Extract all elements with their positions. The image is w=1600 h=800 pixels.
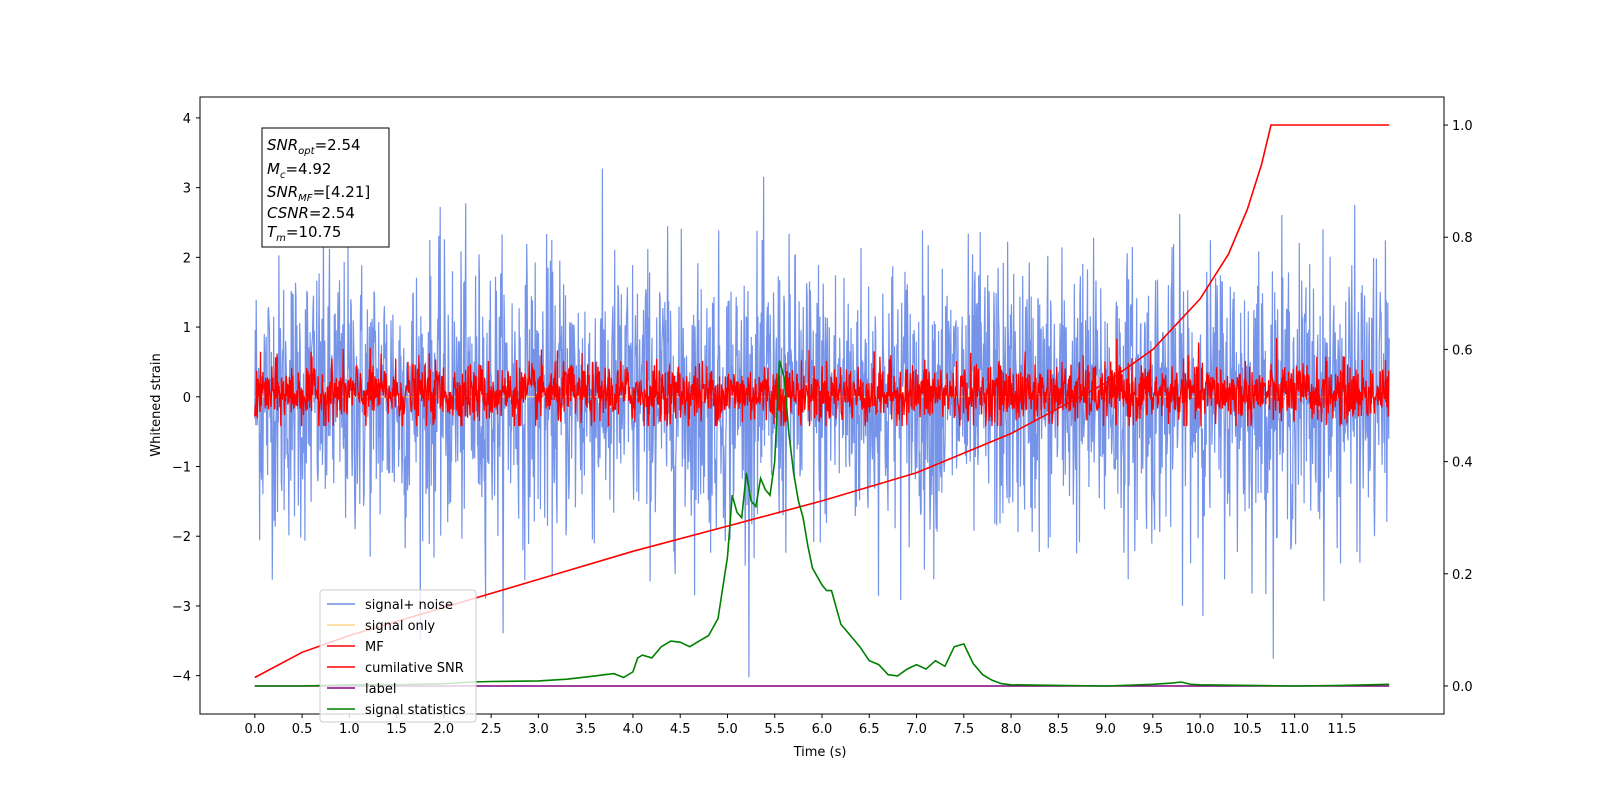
y-tick-label: 4 — [183, 112, 191, 127]
annotation-box: SNRopt=2.54 Mc=4.92 SNRMF=[4.21] CSNR=2.… — [261, 127, 390, 248]
y-axis-label: Whitened strain — [149, 353, 164, 456]
y2-tick-label: 0.8 — [1452, 231, 1473, 246]
svg-text:signal only: signal only — [365, 619, 435, 634]
y2-tick-label: 0.0 — [1452, 680, 1473, 695]
y-tick-label: 3 — [183, 182, 191, 197]
y-tick-label: 0 — [183, 391, 191, 406]
x-tick-label: 7.5 — [953, 722, 974, 737]
x-tick-label: 9.0 — [1095, 722, 1116, 737]
annotation-csnr: CSNR=2.54 — [267, 204, 355, 222]
x-tick-label: 4.0 — [623, 722, 644, 737]
x-tick-label: 3.5 — [575, 722, 596, 737]
x-tick-label: 10.5 — [1233, 722, 1262, 737]
y-tick-label: −3 — [172, 600, 191, 615]
y-tick-label: −1 — [172, 461, 191, 476]
svg-text:signal+ noise: signal+ noise — [365, 598, 453, 613]
svg-text:signal statistics: signal statistics — [365, 703, 466, 718]
y2-tick-label: 0.6 — [1452, 343, 1473, 358]
y-tick-label: 2 — [183, 251, 191, 266]
x-tick-label: 4.5 — [670, 722, 691, 737]
x-tick-label: 11.0 — [1280, 722, 1309, 737]
legend-item-label: label — [327, 682, 396, 697]
y-tick-label: −2 — [172, 530, 191, 545]
annotation-snr-mf: SNRMF=[4.21] — [267, 183, 370, 204]
y2-tick-label: 0.4 — [1452, 456, 1473, 471]
legend-item-signal-only: signal only — [327, 619, 435, 634]
legend-item-mf: MF — [327, 640, 384, 655]
y-axis-left: −4 −3 −2 −1 0 1 2 3 4 — [172, 112, 200, 685]
x-tick-label: 1.0 — [339, 722, 360, 737]
y-tick-label: −4 — [172, 670, 191, 685]
legend-item-signal-noise: signal+ noise — [327, 598, 453, 613]
series-signal-statistics — [254, 360, 1390, 687]
x-tick-label: 11.5 — [1327, 722, 1356, 737]
x-axis-label: Time (s) — [793, 745, 847, 760]
annotation-mc: Mc=4.92 — [267, 160, 331, 181]
annotation-tm: Tm=10.75 — [267, 223, 341, 244]
x-tick-label: 8.0 — [1001, 722, 1022, 737]
x-axis: 0.0 0.5 1.0 1.5 2.0 2.5 3.0 3.5 4.0 4.5 5.0 5.5 6.0 6… — [244, 714, 1356, 737]
x-tick-label: 10.0 — [1186, 722, 1215, 737]
legend: signal+ noise signal only MF cumilative … — [319, 589, 477, 723]
x-tick-label: 2.0 — [434, 722, 455, 737]
x-tick-label: 5.0 — [717, 722, 738, 737]
x-tick-label: 8.5 — [1048, 722, 1069, 737]
svg-text:MF: MF — [365, 640, 384, 655]
x-tick-label: 9.5 — [1143, 722, 1164, 737]
legend-item-signal-statistics: signal statistics — [327, 703, 466, 718]
x-tick-label: 5.5 — [764, 722, 785, 737]
x-tick-label: 0.0 — [244, 722, 265, 737]
x-tick-label: 1.5 — [386, 722, 407, 737]
svg-text:cumilative SNR: cumilative SNR — [365, 661, 464, 676]
series-mf — [254, 338, 1390, 427]
x-tick-label: 3.0 — [528, 722, 549, 737]
x-tick-label: 2.5 — [481, 722, 502, 737]
y2-tick-label: 0.2 — [1452, 568, 1473, 583]
x-tick-label: 6.5 — [859, 722, 880, 737]
y-tick-label: 1 — [183, 321, 191, 336]
svg-text:label: label — [365, 682, 396, 697]
x-tick-label: 7.0 — [906, 722, 927, 737]
annotation-snr-opt: SNRopt=2.54 — [267, 136, 361, 157]
y-axis-right: 0.0 0.2 0.4 0.6 0.8 1.0 — [1444, 119, 1473, 695]
x-tick-label: 0.5 — [292, 722, 313, 737]
x-tick-label: 6.0 — [812, 722, 833, 737]
legend-item-cumulative-snr: cumilative SNR — [327, 661, 464, 676]
y2-tick-label: 1.0 — [1452, 119, 1473, 134]
